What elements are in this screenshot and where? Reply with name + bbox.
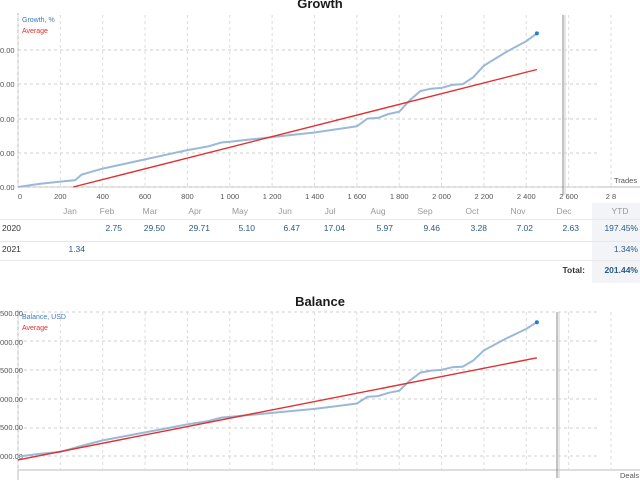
y-tick-label: 500.00 xyxy=(0,309,23,318)
x-tick-label: 400 xyxy=(96,192,109,201)
x-tick-label: 200 xyxy=(54,192,67,201)
table-header-month: Oct xyxy=(465,206,479,216)
legend-entry-main: Growth, % xyxy=(22,17,55,24)
table-row-divider xyxy=(0,260,640,261)
table-cell-value: 29.50 xyxy=(143,223,165,233)
table-header-month: Feb xyxy=(99,206,115,216)
table-row-year: 2020 xyxy=(2,223,21,233)
table-header-month: Sep xyxy=(417,206,433,216)
table-cell-value: 6.47 xyxy=(283,223,300,233)
y-tick-label: 0.00 xyxy=(0,46,15,55)
table-header-month: Jul xyxy=(324,206,336,216)
table-cell-value: 7.02 xyxy=(516,223,533,233)
table-header-ytd: YTD xyxy=(611,206,629,216)
table-cell-value: 9.46 xyxy=(423,223,440,233)
legend-entry-average: Average xyxy=(22,325,48,332)
x-tick-label: 2 400 xyxy=(517,192,536,201)
x-tick-label: 800 xyxy=(181,192,194,201)
y-tick-label: 000.00 xyxy=(0,452,23,461)
series-line-average xyxy=(72,68,538,188)
series-line-average xyxy=(17,357,538,461)
balance-chart-title: Balance xyxy=(295,294,345,309)
x-tick-label: 1 800 xyxy=(390,192,409,201)
legend-entry-average: Average xyxy=(22,28,48,35)
table-header-month: Mar xyxy=(142,206,158,216)
y-tick-label: 000.00 xyxy=(0,338,23,347)
y-tick-label: 0.00 xyxy=(0,183,15,192)
y-tick-label: 0.00 xyxy=(0,80,15,89)
table-cell-value: 17.04 xyxy=(323,223,345,233)
series-line-main xyxy=(17,321,538,458)
table-cell-value: 5.10 xyxy=(238,223,255,233)
table-cell-value: 2.63 xyxy=(562,223,579,233)
x-tick-label: 2 200 xyxy=(475,192,494,201)
x-axis-label: Trades xyxy=(614,176,637,185)
table-row-divider xyxy=(0,241,640,242)
y-tick-label: 0.00 xyxy=(0,115,15,124)
ytd-column-bg xyxy=(592,203,640,283)
series-end-point xyxy=(534,320,539,325)
table-row-year: 2021 xyxy=(2,244,21,254)
x-tick-label: 1 200 xyxy=(263,192,282,201)
table-header-month: Apr xyxy=(188,206,202,216)
table-cell-value: 2.75 xyxy=(105,223,122,233)
table-cell-ytd: 1.34% xyxy=(613,244,638,254)
x-tick-label: 1 400 xyxy=(305,192,324,201)
table-row-divider xyxy=(0,219,640,220)
x-tick-label: 1 000 xyxy=(220,192,239,201)
table-total-label: Total: xyxy=(562,265,585,275)
table-header-month: Dec xyxy=(556,206,572,216)
table-header-month: Nov xyxy=(510,206,526,216)
table-cell-value: 3.28 xyxy=(470,223,487,233)
table-header-month: May xyxy=(231,206,249,216)
table-total-value: 201.44% xyxy=(604,265,638,275)
x-tick-label: 2 8 xyxy=(606,192,616,201)
x-tick-label: 1 600 xyxy=(347,192,366,201)
growth-chart: 0.000.000.000.000.000 200 400 600 800 1 000 1 … xyxy=(0,13,640,201)
series-end-point xyxy=(534,31,539,36)
table-header-month: Aug xyxy=(370,206,386,216)
table-cell-value: 29.71 xyxy=(188,223,210,233)
monthly-returns-table: Jan Feb Mar Apr May Jun Jul Aug Sep Oct Nov Dec YTD 2… xyxy=(0,203,640,283)
growth-chart-title: Growth xyxy=(297,0,343,11)
x-axis-label: Deals xyxy=(620,471,639,480)
table-header-month: Jun xyxy=(278,206,292,216)
table-cell-value: 5.97 xyxy=(376,223,393,233)
balance-chart: 500.00 000.00 500.00 000.00 500.00 000.00 Deal… xyxy=(0,309,640,480)
x-tick-label: 600 xyxy=(139,192,152,201)
table-header-month: Jan xyxy=(63,206,77,216)
table-cell-ytd: 197.45% xyxy=(604,223,638,233)
series-line-main xyxy=(17,32,538,188)
y-tick-label: 500.00 xyxy=(0,366,23,375)
legend-entry-main: Balance, USD xyxy=(22,314,66,321)
y-tick-label: 0.00 xyxy=(0,149,15,158)
x-tick-label: 0 xyxy=(18,192,22,201)
x-tick-label: 2 000 xyxy=(432,192,451,201)
x-tick-label: 2 600 xyxy=(559,192,578,201)
y-tick-label: 000.00 xyxy=(0,395,23,404)
y-tick-label: 500.00 xyxy=(0,423,23,432)
table-cell-value: 1.34 xyxy=(68,244,85,254)
